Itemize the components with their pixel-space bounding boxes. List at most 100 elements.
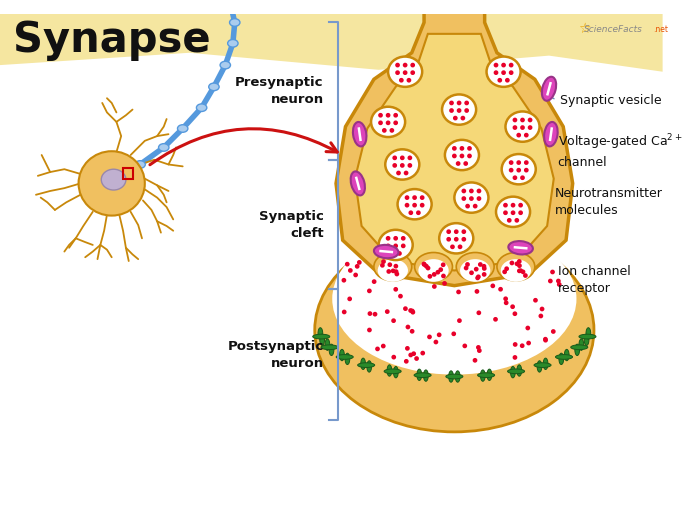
Ellipse shape <box>447 237 451 242</box>
Ellipse shape <box>358 363 374 367</box>
Ellipse shape <box>454 183 489 213</box>
Ellipse shape <box>351 171 365 196</box>
Ellipse shape <box>394 269 398 274</box>
Text: Presynaptic
neuron: Presynaptic neuron <box>235 76 323 106</box>
Ellipse shape <box>318 327 323 339</box>
Ellipse shape <box>461 188 466 194</box>
Ellipse shape <box>543 337 548 342</box>
Ellipse shape <box>498 78 502 83</box>
Ellipse shape <box>382 260 386 264</box>
Ellipse shape <box>382 128 386 133</box>
Text: Synapse: Synapse <box>13 19 211 61</box>
Ellipse shape <box>528 125 533 130</box>
Ellipse shape <box>368 311 372 316</box>
Ellipse shape <box>442 94 476 125</box>
Ellipse shape <box>332 223 577 375</box>
Text: ☆: ☆ <box>578 22 590 36</box>
Ellipse shape <box>329 344 334 356</box>
Ellipse shape <box>428 274 433 279</box>
Ellipse shape <box>419 259 449 282</box>
Ellipse shape <box>542 77 557 101</box>
Ellipse shape <box>517 268 522 273</box>
Ellipse shape <box>372 312 377 317</box>
Ellipse shape <box>378 113 383 118</box>
Ellipse shape <box>449 108 454 113</box>
Ellipse shape <box>395 271 399 277</box>
Ellipse shape <box>357 260 362 265</box>
Ellipse shape <box>520 344 524 348</box>
Ellipse shape <box>374 253 412 281</box>
Ellipse shape <box>482 264 486 269</box>
Ellipse shape <box>385 149 419 180</box>
Ellipse shape <box>505 78 510 83</box>
Ellipse shape <box>371 107 405 137</box>
Text: Synaptic vesicle: Synaptic vesicle <box>561 93 662 106</box>
Ellipse shape <box>550 269 555 275</box>
Ellipse shape <box>528 118 533 122</box>
Ellipse shape <box>475 276 480 280</box>
Ellipse shape <box>228 39 238 47</box>
Ellipse shape <box>477 310 481 315</box>
Ellipse shape <box>102 169 126 190</box>
Ellipse shape <box>398 189 432 220</box>
Ellipse shape <box>526 325 530 331</box>
Ellipse shape <box>511 210 515 215</box>
Ellipse shape <box>504 301 508 305</box>
Ellipse shape <box>325 339 330 350</box>
Ellipse shape <box>178 125 188 132</box>
Ellipse shape <box>402 70 407 75</box>
Ellipse shape <box>556 279 561 283</box>
Ellipse shape <box>414 253 452 281</box>
Ellipse shape <box>452 332 456 336</box>
Ellipse shape <box>494 70 498 75</box>
Ellipse shape <box>482 266 486 271</box>
Ellipse shape <box>514 262 519 266</box>
Ellipse shape <box>400 163 405 168</box>
Polygon shape <box>0 14 663 72</box>
Ellipse shape <box>517 168 521 172</box>
Ellipse shape <box>354 272 358 277</box>
Ellipse shape <box>379 230 413 260</box>
Ellipse shape <box>384 369 401 374</box>
Ellipse shape <box>517 263 522 268</box>
Ellipse shape <box>456 290 461 294</box>
Ellipse shape <box>342 310 346 315</box>
Ellipse shape <box>389 251 394 256</box>
Ellipse shape <box>424 370 428 381</box>
Text: ScienceFacts: ScienceFacts <box>584 24 643 34</box>
Ellipse shape <box>460 146 464 151</box>
Ellipse shape <box>398 294 402 298</box>
Ellipse shape <box>520 125 525 130</box>
Ellipse shape <box>374 245 398 258</box>
Ellipse shape <box>463 344 467 348</box>
Ellipse shape <box>407 163 412 168</box>
Text: .net: .net <box>653 24 668 34</box>
Ellipse shape <box>391 318 396 323</box>
Ellipse shape <box>477 348 482 353</box>
Ellipse shape <box>579 334 596 339</box>
Ellipse shape <box>517 365 522 376</box>
Ellipse shape <box>367 289 372 293</box>
Ellipse shape <box>523 273 528 278</box>
Ellipse shape <box>477 188 482 194</box>
Ellipse shape <box>544 122 558 146</box>
Ellipse shape <box>465 262 470 267</box>
Ellipse shape <box>496 197 530 227</box>
Ellipse shape <box>408 308 413 313</box>
Ellipse shape <box>410 70 415 75</box>
Ellipse shape <box>501 63 506 67</box>
Ellipse shape <box>230 19 240 26</box>
Ellipse shape <box>575 344 580 356</box>
Ellipse shape <box>378 120 383 125</box>
Ellipse shape <box>467 146 472 151</box>
Ellipse shape <box>432 284 437 289</box>
Ellipse shape <box>461 229 466 234</box>
Ellipse shape <box>393 287 398 292</box>
Ellipse shape <box>508 241 533 254</box>
Ellipse shape <box>438 267 443 272</box>
Ellipse shape <box>533 298 538 303</box>
Ellipse shape <box>393 366 398 378</box>
Ellipse shape <box>396 171 401 175</box>
Ellipse shape <box>454 229 458 234</box>
Ellipse shape <box>420 203 424 208</box>
